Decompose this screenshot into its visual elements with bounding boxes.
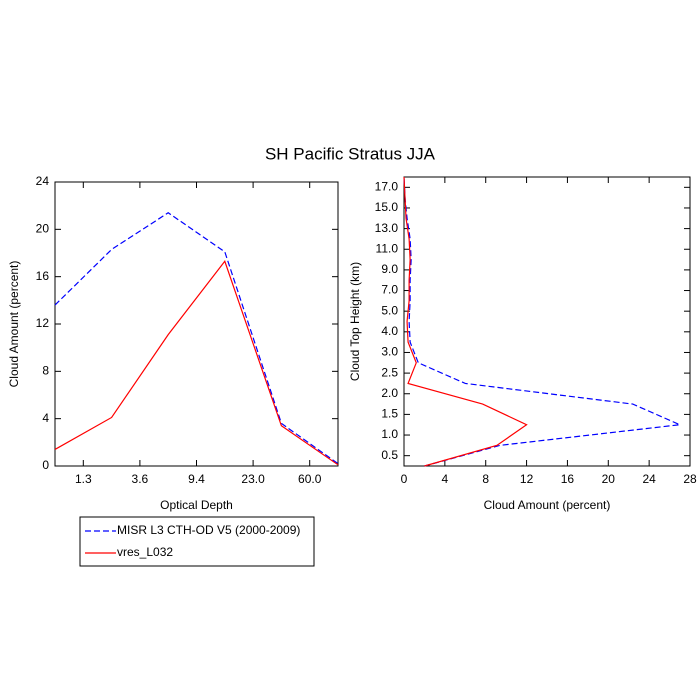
legend-label: MISR L3 CTH-OD V5 (2000-2009) [117,523,300,537]
chart-title: SH Pacific Stratus JJA [265,144,436,163]
y-tick-label: 4 [42,411,49,425]
y-tick-label: 1.5 [381,407,398,421]
x-tick-label: 0 [401,472,408,486]
y-tick-label: 15.0 [375,200,399,214]
x-tick-label: 12 [520,472,534,486]
legend-box [79,516,315,567]
plot-frame [54,181,339,467]
y-tick-label: 1.0 [381,427,398,441]
y-tick-label: 8 [42,364,49,378]
series-line [54,260,339,466]
y-tick-label: 24 [36,174,50,188]
y-tick-label: 16 [36,269,50,283]
x-tick-label: 23.0 [241,472,265,486]
y-tick-label: 7.0 [381,283,398,297]
x-tick-label: 24 [642,472,656,486]
x-axis-label: Cloud Amount (percent) [484,498,611,512]
y-tick-label: 0 [42,458,49,472]
x-axis-label: Optical Depth [160,498,233,512]
x-tick-label: 4 [442,472,449,486]
series-line [54,212,339,465]
y-tick-label: 13.0 [375,221,399,235]
y-tick-label: 17.0 [375,179,399,193]
y-tick-label: 0.5 [381,448,398,462]
y-axis-label: Cloud Amount (percent) [7,261,21,388]
series-line [403,176,683,467]
y-tick-label: 2.0 [381,386,398,400]
x-tick-label: 60.0 [298,472,322,486]
y-tick-label: 20 [36,222,50,236]
y-tick-label: 4.0 [381,324,398,338]
x-tick-label: 20 [602,472,616,486]
y-tick-label: 12 [36,316,50,330]
y-tick-label: 5.0 [381,303,398,317]
y-tick-label: 2.5 [381,365,398,379]
x-tick-label: 3.6 [132,472,149,486]
legend-label: vres_L032 [117,545,173,559]
x-tick-label: 8 [482,472,489,486]
y-tick-label: 11.0 [376,241,399,255]
x-tick-label: 16 [561,472,575,486]
y-axis-label: Cloud Top Height (km) [348,262,362,381]
x-tick-label: 28 [683,472,697,486]
x-tick-label: 9.4 [188,472,205,486]
plot-frame [403,176,691,467]
y-tick-label: 9.0 [381,262,398,276]
series-line [403,176,528,467]
y-tick-label: 3.0 [381,345,398,359]
x-tick-label: 1.3 [75,472,92,486]
